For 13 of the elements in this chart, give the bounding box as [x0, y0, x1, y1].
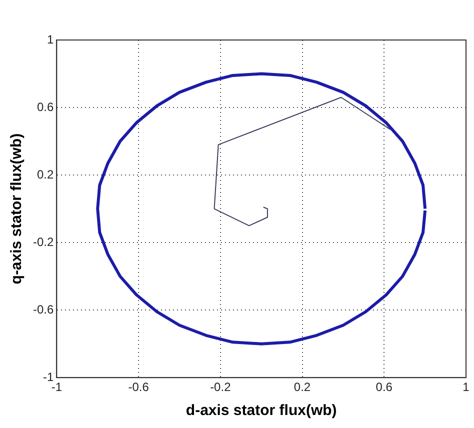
- y-tick-label: 0.2: [36, 167, 54, 182]
- x-tick-label: 1: [462, 380, 470, 394]
- x-tick-label: -0.6: [128, 380, 150, 394]
- x-axis-title: d-axis stator flux(wb): [186, 402, 337, 420]
- x-tick-label: 0.2: [294, 380, 311, 394]
- y-tick-label: -0.6: [32, 302, 54, 316]
- y-axis-title: q-axis stator flux(wb): [8, 133, 26, 284]
- x-tick-label: -0.2: [210, 380, 232, 394]
- y-tick-label: -1: [43, 370, 54, 384]
- x-tick-label: 0.6: [376, 380, 393, 394]
- y-tick-label: -0.2: [32, 234, 54, 249]
- y-tick-label: 0.6: [36, 100, 54, 114]
- y-tick-label: 1: [46, 32, 54, 46]
